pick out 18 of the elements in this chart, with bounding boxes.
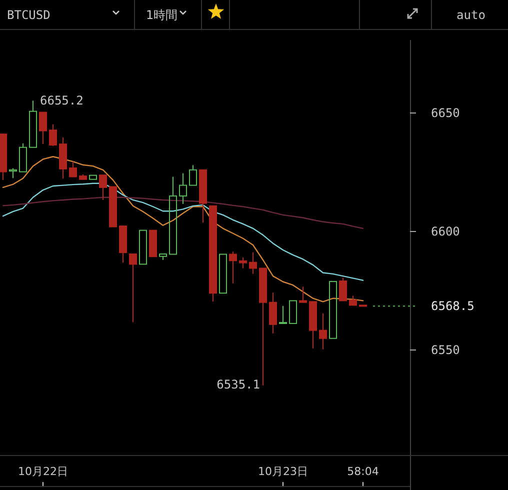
- ref-line-label: 6568.5: [431, 299, 474, 314]
- candlestick: [249, 252, 257, 274]
- text: auto: [456, 8, 486, 22]
- text: 1時間: [146, 8, 178, 22]
- line-series: [2, 196, 364, 230]
- y-tick-label: 6550: [431, 343, 460, 358]
- y-tick-label: 6600: [431, 224, 460, 238]
- y-tick-label: 6650: [431, 106, 460, 120]
- annotation: 6535.1: [216, 377, 260, 392]
- chart-title: BTCUSD: [7, 8, 50, 22]
- candlestick: [269, 292, 277, 334]
- candlestick: [229, 251, 237, 284]
- candlestick: [179, 172, 187, 205]
- annotation: 6655.2: [40, 94, 84, 108]
- x-tick-label: 58:04: [347, 465, 379, 478]
- candlestick: [319, 312, 327, 350]
- x-tick-label: 10月23日: [258, 465, 308, 478]
- x-tick-label: 10月22日: [18, 465, 68, 478]
